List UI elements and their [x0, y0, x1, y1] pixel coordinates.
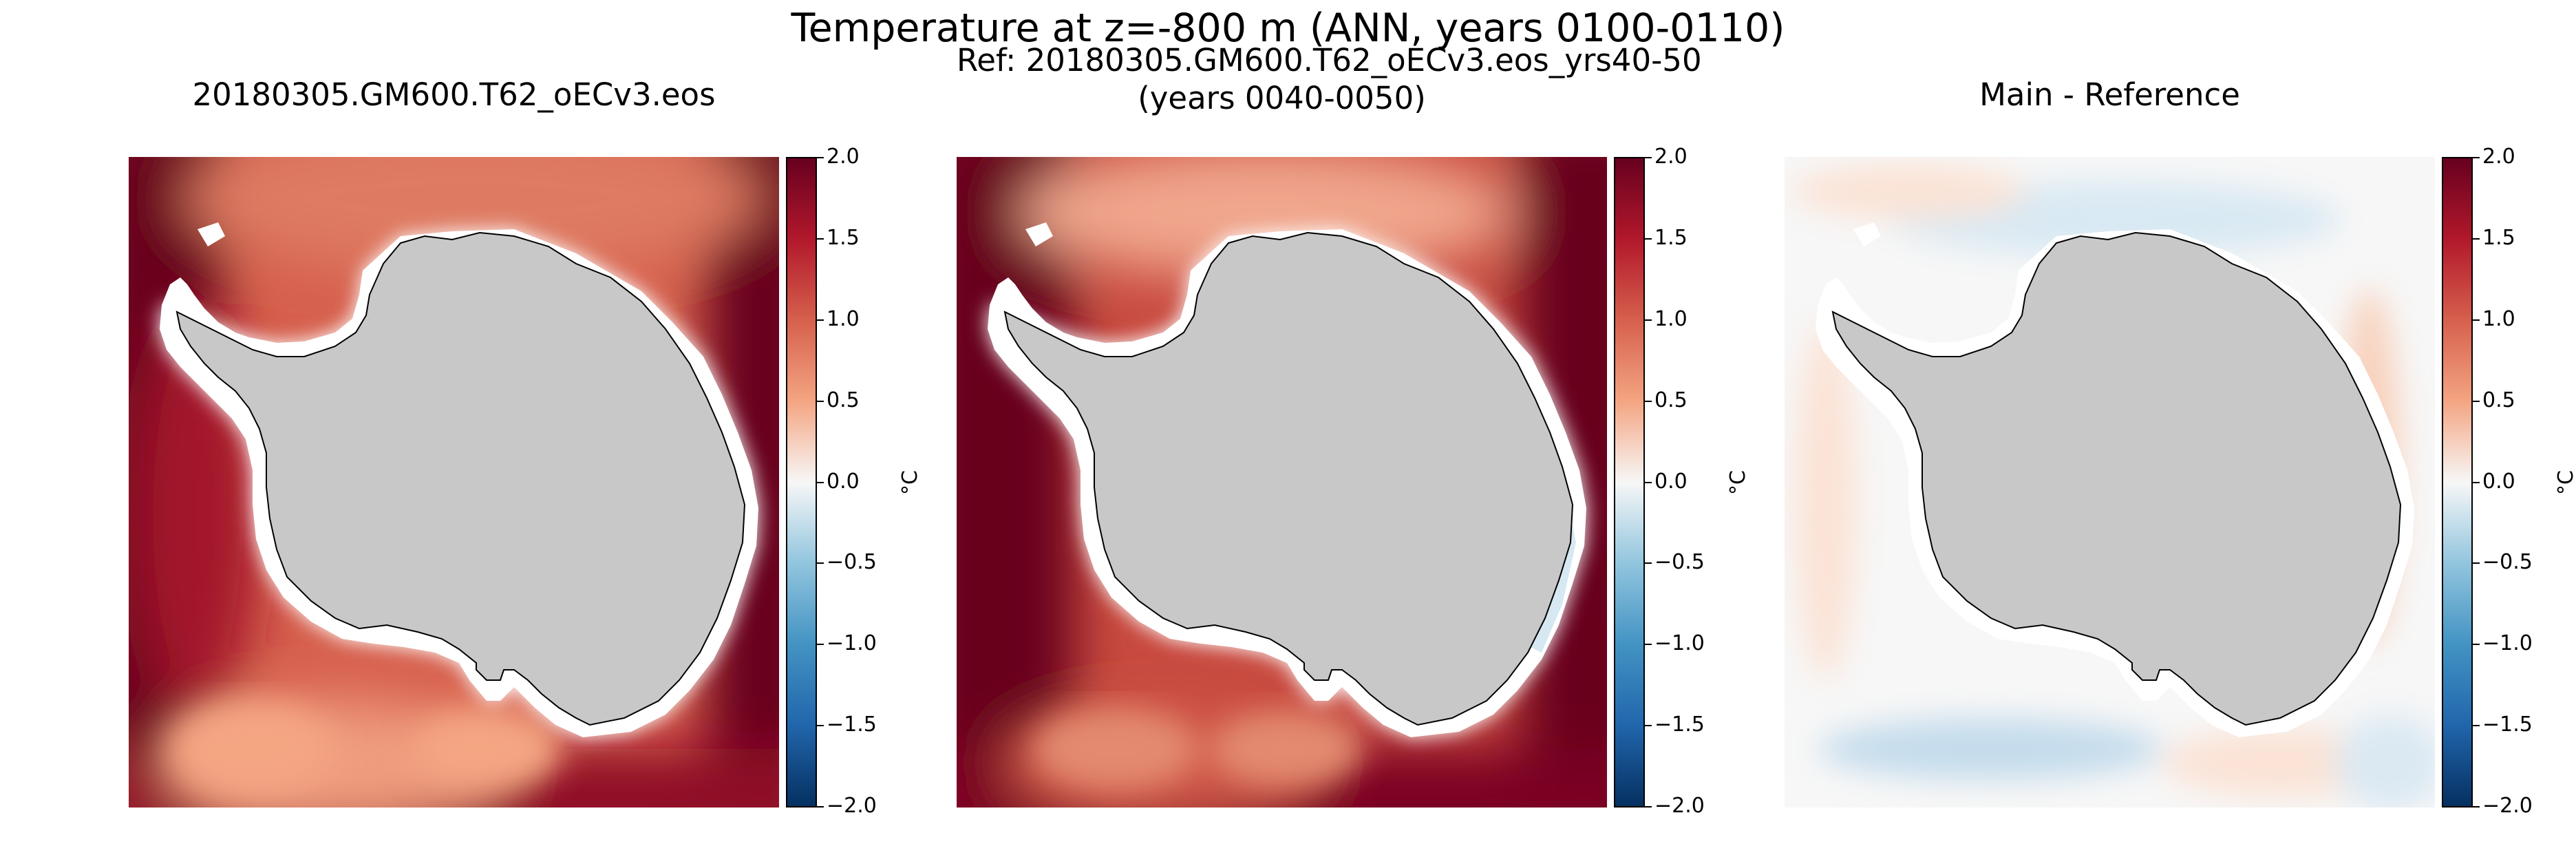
colorbar-tick-label: −2.0 — [827, 794, 877, 818]
colorbar-main — [786, 157, 817, 807]
colorbar-tick-label: −1.0 — [2482, 631, 2533, 656]
map-panel-main — [129, 157, 779, 807]
panel-2-title-line-1: Ref: 20180305.GM600.T62_oECv3.eos_yrs40-… — [957, 42, 1702, 78]
colorbar-tick-label: 1.0 — [827, 306, 860, 331]
colorbar-tick — [2473, 725, 2480, 727]
colorbar-tick-label: 2.0 — [1654, 145, 1688, 169]
colorbar-tick-label: 2.0 — [2482, 145, 2515, 169]
colorbar-tick-label: 0.5 — [827, 388, 860, 412]
colorbar-tick — [1645, 400, 1652, 402]
colorbar-tick-label: 0.0 — [2482, 469, 2515, 494]
colorbar-tick — [1645, 644, 1652, 646]
colorbar-tick — [1645, 481, 1652, 483]
colorbar-tick-label: −2.0 — [1654, 794, 1705, 818]
colorbar-tick-label: 1.5 — [1654, 225, 1688, 250]
colorbar-unit-label: °C — [897, 469, 922, 495]
colorbar-tick — [2473, 237, 2480, 240]
colorbar-tick — [2473, 562, 2480, 564]
colorbar-tick-label: 1.0 — [2482, 306, 2515, 331]
colorbar-tick — [817, 725, 824, 727]
colorbar-tick — [817, 157, 824, 158]
colorbar-tick — [2473, 400, 2480, 402]
colorbar-tick-label: 0.0 — [827, 469, 860, 494]
colorbar-tick-label: −0.5 — [827, 550, 877, 575]
map-panel-reference — [957, 157, 1607, 807]
panel-2-title-line-2: (years 0040-0050) — [1138, 80, 1426, 116]
colorbar-tick — [817, 400, 824, 402]
colorbar-tick-label: −1.5 — [1654, 712, 1705, 737]
colorbar-tick-label: 1.0 — [1654, 306, 1688, 331]
colorbar-tick — [2473, 319, 2480, 321]
colorbar-tick-label: −1.0 — [1654, 631, 1705, 656]
colorbar-tick — [1645, 319, 1652, 321]
colorbar-tick — [817, 319, 824, 321]
colorbar-tick — [817, 562, 824, 564]
colorbar-tick-label: 0.5 — [2482, 388, 2515, 412]
colorbar-tick — [2473, 806, 2480, 807]
panel-1-title: 20180305.GM600.T62_oECv3.eos — [192, 76, 716, 113]
colorbar-tick — [1645, 237, 1652, 240]
colorbar-tick-label: −0.5 — [2482, 550, 2533, 575]
colorbar-tick-label: −2.0 — [2482, 794, 2533, 818]
colorbar-tick-label: −0.5 — [1654, 550, 1705, 575]
colorbar-reference — [1614, 157, 1645, 807]
colorbar-tick — [1645, 562, 1652, 564]
colorbar-unit-label: °C — [2553, 469, 2576, 495]
colorbar-tick — [1645, 806, 1652, 807]
map-panel-difference — [1785, 157, 2435, 807]
colorbar-tick-label: 1.5 — [2482, 225, 2515, 250]
colorbar-tick — [2473, 157, 2480, 158]
colorbar-tick — [1645, 157, 1652, 158]
panel-3-title: Main - Reference — [1979, 76, 2240, 113]
colorbar-difference — [2442, 157, 2473, 807]
colorbar-tick — [2473, 644, 2480, 646]
colorbar-tick — [817, 644, 824, 646]
colorbar-tick-label: 2.0 — [827, 145, 860, 169]
colorbar-tick — [817, 481, 824, 483]
colorbar-tick — [817, 237, 824, 240]
colorbar-tick-label: −1.0 — [827, 631, 877, 656]
colorbar-tick — [1645, 725, 1652, 727]
colorbar-unit-label: °C — [1725, 469, 1750, 495]
colorbar-tick-label: 0.5 — [1654, 388, 1688, 412]
colorbar-tick-label: 1.5 — [827, 225, 860, 250]
colorbar-tick-label: −1.5 — [2482, 712, 2533, 737]
colorbar-tick — [2473, 481, 2480, 483]
colorbar-tick-label: −1.5 — [827, 712, 877, 737]
colorbar-tick — [817, 806, 824, 807]
colorbar-tick-label: 0.0 — [1654, 469, 1688, 494]
figure-title: Temperature at z=-800 m (ANN, years 0100… — [791, 6, 1785, 51]
